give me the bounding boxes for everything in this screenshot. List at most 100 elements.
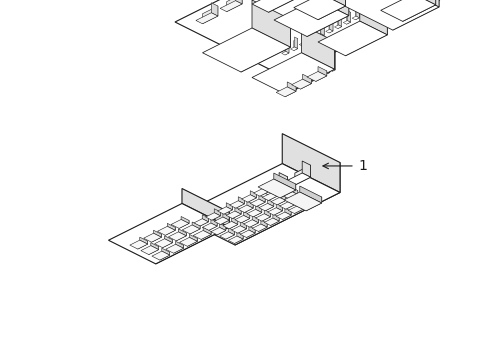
Polygon shape [177, 164, 340, 245]
Polygon shape [303, 32, 307, 44]
Polygon shape [272, 182, 280, 190]
Polygon shape [189, 234, 197, 241]
Polygon shape [268, 208, 282, 215]
Polygon shape [196, 13, 218, 24]
Polygon shape [262, 213, 270, 221]
Polygon shape [328, 68, 335, 71]
Polygon shape [258, 179, 296, 198]
Polygon shape [165, 227, 175, 235]
Polygon shape [108, 203, 229, 264]
Polygon shape [272, 177, 288, 197]
Polygon shape [250, 191, 256, 198]
Polygon shape [378, 3, 386, 6]
Polygon shape [274, 179, 280, 186]
Polygon shape [244, 220, 258, 227]
Polygon shape [302, 81, 309, 85]
Polygon shape [318, 21, 387, 56]
Polygon shape [232, 210, 241, 219]
Polygon shape [217, 226, 226, 235]
Polygon shape [286, 89, 293, 93]
Polygon shape [320, 55, 324, 75]
Polygon shape [303, 74, 312, 84]
Polygon shape [274, 207, 282, 215]
Polygon shape [211, 3, 218, 16]
Polygon shape [261, 220, 267, 227]
Polygon shape [299, 66, 303, 86]
Polygon shape [310, 0, 439, 30]
Polygon shape [294, 205, 303, 213]
Polygon shape [300, 192, 306, 199]
Polygon shape [382, 0, 386, 6]
Polygon shape [235, 162, 340, 245]
Polygon shape [252, 224, 267, 231]
Polygon shape [253, 208, 262, 217]
Polygon shape [280, 184, 296, 198]
Polygon shape [347, 10, 350, 22]
Polygon shape [211, 228, 226, 235]
Polygon shape [283, 73, 288, 94]
Polygon shape [302, 161, 311, 177]
Polygon shape [295, 165, 311, 185]
Polygon shape [235, 207, 241, 214]
Polygon shape [223, 221, 238, 229]
Polygon shape [160, 252, 170, 260]
Polygon shape [140, 237, 147, 244]
Polygon shape [271, 189, 277, 196]
Polygon shape [333, 52, 335, 71]
Polygon shape [270, 217, 279, 225]
Polygon shape [296, 84, 303, 87]
Polygon shape [320, 26, 324, 37]
Polygon shape [339, 15, 342, 27]
Polygon shape [266, 183, 280, 190]
Polygon shape [227, 0, 242, 12]
Polygon shape [245, 204, 253, 212]
Polygon shape [295, 71, 298, 90]
Polygon shape [288, 206, 303, 213]
Polygon shape [228, 228, 234, 235]
Polygon shape [228, 236, 243, 243]
Polygon shape [318, 67, 327, 76]
Polygon shape [329, 21, 333, 33]
Polygon shape [182, 189, 229, 227]
Polygon shape [173, 245, 184, 253]
Text: 1: 1 [359, 159, 368, 173]
Polygon shape [383, 0, 386, 5]
Polygon shape [308, 38, 316, 42]
Polygon shape [317, 34, 324, 37]
Polygon shape [306, 199, 315, 207]
Polygon shape [223, 213, 229, 220]
Polygon shape [360, 1, 387, 35]
Polygon shape [169, 232, 186, 241]
Polygon shape [276, 87, 296, 97]
Polygon shape [208, 222, 217, 230]
Polygon shape [167, 223, 175, 230]
Polygon shape [292, 188, 298, 194]
Polygon shape [306, 197, 322, 211]
Polygon shape [335, 25, 342, 28]
Polygon shape [202, 6, 218, 24]
Polygon shape [238, 205, 253, 212]
Polygon shape [176, 233, 186, 241]
Polygon shape [318, 0, 345, 20]
Polygon shape [246, 229, 255, 238]
Polygon shape [226, 203, 232, 210]
Polygon shape [241, 19, 291, 72]
Polygon shape [249, 226, 255, 233]
Polygon shape [393, 0, 439, 30]
Polygon shape [317, 60, 319, 79]
Polygon shape [157, 226, 175, 235]
Polygon shape [224, 206, 232, 214]
Polygon shape [369, 7, 377, 11]
Polygon shape [200, 218, 208, 226]
Polygon shape [218, 207, 232, 214]
Polygon shape [282, 51, 289, 55]
Polygon shape [235, 235, 243, 243]
Polygon shape [288, 198, 294, 205]
Polygon shape [274, 173, 296, 190]
Polygon shape [298, 195, 306, 203]
Polygon shape [212, 212, 220, 220]
Polygon shape [236, 0, 242, 4]
Polygon shape [247, 201, 253, 208]
Polygon shape [276, 204, 282, 211]
Polygon shape [282, 211, 291, 220]
